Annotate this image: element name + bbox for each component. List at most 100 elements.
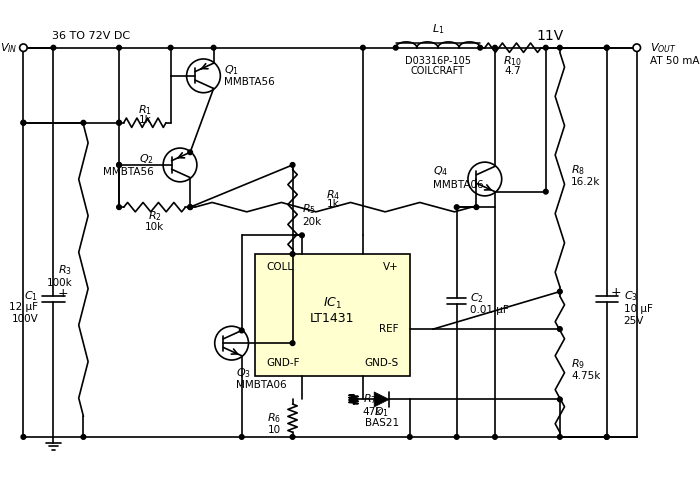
Text: 10k: 10k (145, 222, 164, 232)
Circle shape (211, 46, 216, 50)
Text: $Q_2$: $Q_2$ (139, 152, 154, 166)
Circle shape (117, 162, 121, 167)
Circle shape (117, 162, 121, 167)
Circle shape (290, 341, 295, 345)
Text: 36 TO 72V DC: 36 TO 72V DC (52, 31, 130, 41)
Circle shape (300, 233, 304, 238)
Text: GND-S: GND-S (364, 358, 398, 368)
Text: AT 50 mA: AT 50 mA (650, 56, 699, 66)
Text: $Q_3$: $Q_3$ (237, 366, 251, 380)
Text: $C_1$: $C_1$ (25, 289, 38, 303)
Text: $R_7$: $R_7$ (363, 392, 377, 406)
Circle shape (557, 397, 562, 402)
Text: 4.75k: 4.75k (571, 371, 601, 381)
Text: $L_1$: $L_1$ (432, 22, 444, 36)
Text: 10: 10 (268, 425, 281, 435)
Circle shape (21, 434, 26, 439)
Circle shape (604, 434, 609, 439)
Circle shape (633, 44, 641, 51)
Bar (255, 254, 410, 376)
Circle shape (557, 289, 562, 294)
Circle shape (20, 44, 27, 51)
Text: $V_{OUT}$: $V_{OUT}$ (650, 41, 677, 55)
Circle shape (360, 46, 365, 50)
Circle shape (543, 46, 548, 50)
Text: +: + (610, 286, 621, 299)
Circle shape (117, 205, 121, 209)
Text: 4.7: 4.7 (505, 66, 522, 76)
Polygon shape (374, 392, 389, 407)
Circle shape (188, 205, 193, 209)
Text: BAS21: BAS21 (365, 418, 399, 428)
Text: 16.2k: 16.2k (571, 177, 601, 187)
Circle shape (351, 397, 356, 402)
Text: GND-F: GND-F (266, 358, 300, 368)
Circle shape (117, 46, 121, 50)
Circle shape (117, 120, 121, 125)
Text: COLL: COLL (266, 262, 293, 272)
Text: $D_1$: $D_1$ (374, 406, 389, 420)
Circle shape (168, 46, 173, 50)
Text: 25V: 25V (624, 316, 644, 326)
Circle shape (21, 120, 26, 125)
Text: $R_2$: $R_2$ (148, 210, 162, 223)
Text: COILCRAFT: COILCRAFT (411, 66, 465, 76)
Circle shape (290, 162, 295, 167)
Text: MMBTA56: MMBTA56 (224, 78, 275, 87)
Circle shape (290, 251, 295, 256)
Text: $R_1$: $R_1$ (138, 103, 152, 117)
Circle shape (407, 434, 412, 439)
Text: $Q_1$: $Q_1$ (224, 63, 239, 77)
Text: MMBTA06: MMBTA06 (433, 180, 484, 190)
Circle shape (239, 328, 244, 333)
Text: 47k: 47k (363, 407, 382, 417)
Text: LT1431: LT1431 (310, 312, 355, 325)
Text: 1k: 1k (327, 199, 340, 209)
Circle shape (81, 120, 86, 125)
Text: 100V: 100V (12, 314, 38, 324)
Circle shape (557, 46, 562, 50)
Text: +: + (57, 287, 68, 300)
Text: $Q_4$: $Q_4$ (433, 165, 449, 178)
Text: MMBTA56: MMBTA56 (103, 167, 154, 176)
Circle shape (51, 46, 56, 50)
Circle shape (117, 120, 121, 125)
Circle shape (393, 46, 398, 50)
Text: MMBTA06: MMBTA06 (237, 380, 287, 390)
Text: $R_{10}$: $R_{10}$ (503, 54, 522, 68)
Circle shape (604, 46, 609, 50)
Text: $R_6$: $R_6$ (267, 411, 281, 425)
Text: $V_{IN}$: $V_{IN}$ (0, 41, 18, 55)
Text: $IC_1$: $IC_1$ (323, 296, 342, 311)
Circle shape (557, 434, 562, 439)
Text: $C_3$: $C_3$ (624, 289, 638, 303)
Circle shape (188, 205, 193, 209)
Text: 1k: 1k (139, 115, 151, 125)
Circle shape (478, 46, 482, 50)
Circle shape (454, 205, 459, 209)
Circle shape (557, 327, 562, 331)
Text: 100k: 100k (46, 278, 72, 288)
Text: $R_4$: $R_4$ (326, 188, 340, 202)
Circle shape (543, 189, 548, 194)
Circle shape (454, 434, 459, 439)
Text: V+: V+ (383, 262, 398, 272)
Text: $R_5$: $R_5$ (302, 203, 316, 217)
Text: 12 μF: 12 μF (9, 303, 38, 312)
Circle shape (188, 150, 193, 155)
Circle shape (604, 46, 609, 50)
Text: D03316P-105: D03316P-105 (405, 56, 471, 66)
Text: 10 μF: 10 μF (624, 304, 652, 314)
Circle shape (81, 434, 86, 439)
Circle shape (21, 120, 26, 125)
Text: $R_3$: $R_3$ (58, 263, 72, 277)
Text: $C_2$: $C_2$ (470, 291, 484, 305)
Text: REF: REF (379, 324, 398, 334)
Circle shape (493, 46, 497, 50)
Text: 0.01 μF: 0.01 μF (470, 305, 509, 315)
Circle shape (239, 434, 244, 439)
Circle shape (474, 205, 479, 209)
Text: 20k: 20k (302, 217, 321, 227)
Text: $R_8$: $R_8$ (571, 163, 585, 177)
Text: 11V: 11V (537, 29, 564, 43)
